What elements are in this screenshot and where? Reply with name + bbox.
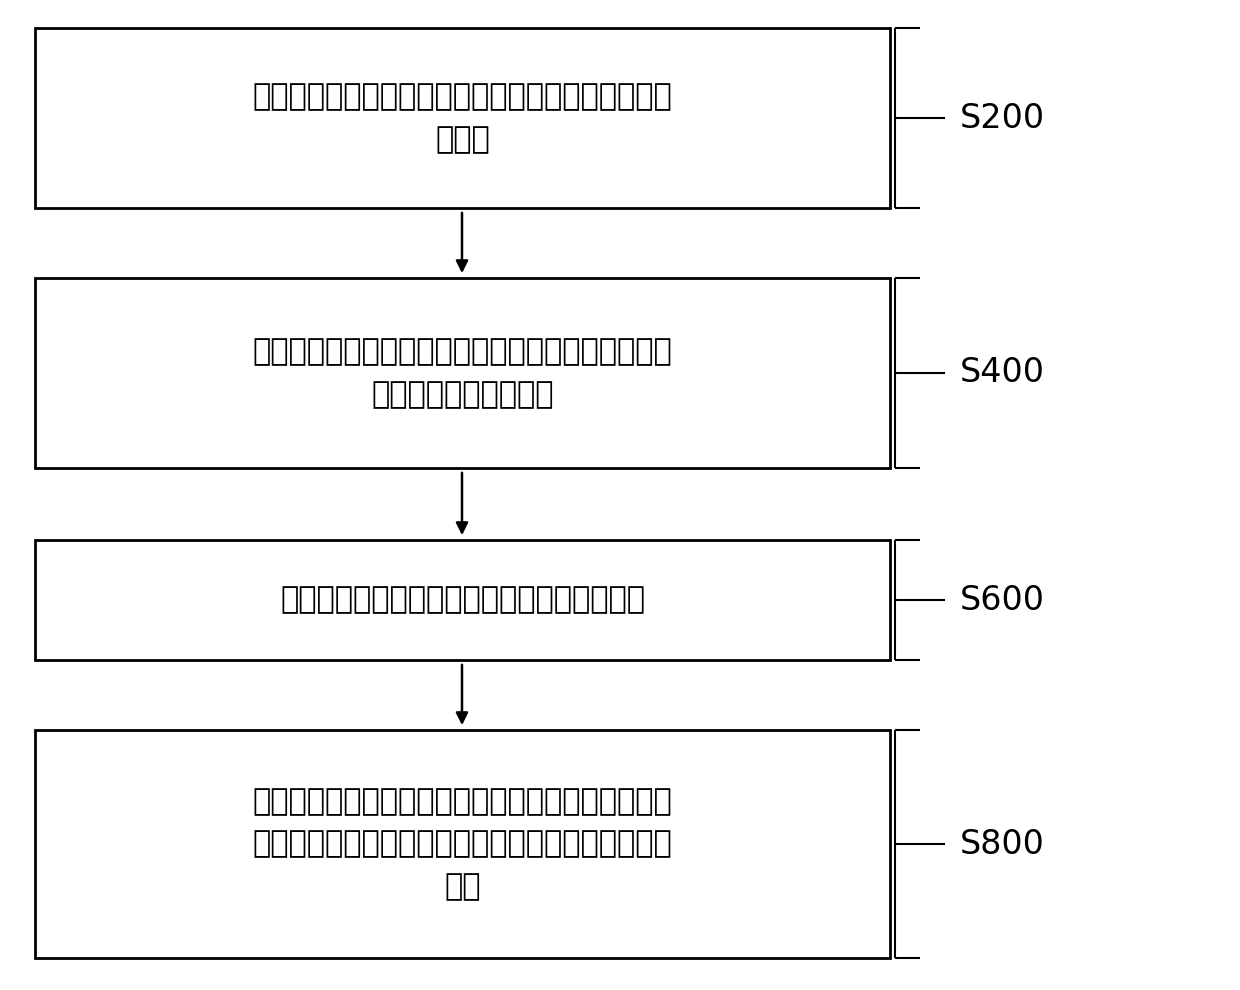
Text: 将电网拓扑内存数据分割为相对独立且拓扑相连的数
据分区: 将电网拓扑内存数据分割为相对独立且拓扑相连的数 据分区 bbox=[253, 82, 672, 153]
Text: 当需访问时，获取表征分页存储后分析对象之间相互
引用的下标，通过下标对已分页存储的分析对象进行
访问: 当需访问时，获取表征分页存储后分析对象之间相互 引用的下标，通过下标对已分页存储… bbox=[253, 787, 672, 901]
Text: 以固定长度分页存储数据分区对应的分析对象: 以固定长度分页存储数据分区对应的分析对象 bbox=[280, 585, 645, 615]
Text: S600: S600 bbox=[960, 583, 1045, 617]
Text: 将数据分区中地理信息对象转换为分析对象，得到数
据分区对应的分析对象: 将数据分区中地理信息对象转换为分析对象，得到数 据分区对应的分析对象 bbox=[253, 338, 672, 409]
Bar bbox=[35, 730, 890, 958]
Bar bbox=[35, 540, 890, 660]
Bar bbox=[35, 28, 890, 208]
Text: S800: S800 bbox=[960, 828, 1045, 860]
Text: S200: S200 bbox=[960, 102, 1045, 135]
Bar bbox=[35, 278, 890, 468]
Text: S400: S400 bbox=[960, 356, 1045, 389]
